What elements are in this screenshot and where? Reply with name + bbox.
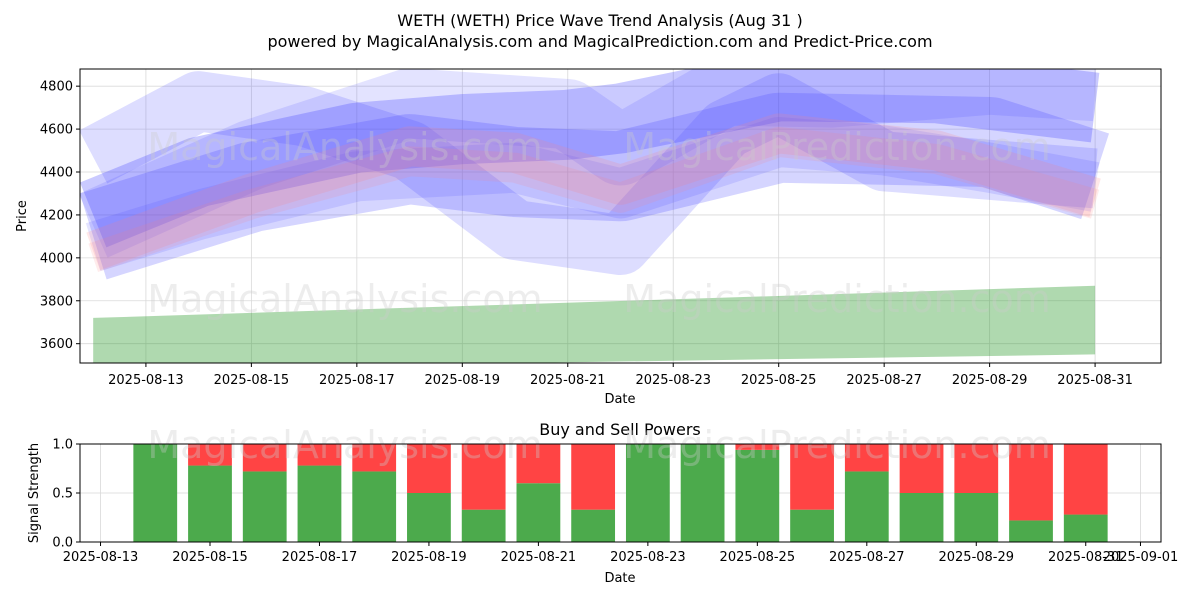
- signal-xtick-label: 2025-08-17: [282, 550, 358, 565]
- sell-bar: [954, 444, 999, 493]
- signal-xtick-label: 2025-08-23: [610, 550, 686, 565]
- buy-bar: [297, 465, 342, 542]
- sell-bar: [899, 444, 944, 493]
- price-xtick-label: 2025-08-23: [635, 373, 711, 388]
- sell-bar: [242, 444, 287, 472]
- price-xtick-label: 2025-08-21: [530, 373, 606, 388]
- price-ytick-label: 4200: [40, 208, 73, 223]
- price-ytick-label: 4400: [40, 166, 73, 181]
- signal-xtick-label: 2025-08-15: [172, 550, 248, 565]
- buy-bar: [680, 444, 725, 542]
- signal-xtick-label: 2025-08-19: [391, 550, 467, 565]
- signal-xtick-label: 2025-08-25: [720, 550, 796, 565]
- signal-xtick-label: 2025-08-13: [63, 550, 139, 565]
- sell-bar: [1063, 444, 1108, 515]
- sell-bar: [407, 444, 451, 493]
- buy-bar: [844, 471, 889, 542]
- price-xtick-label: 2025-08-17: [319, 373, 395, 388]
- wave-band-pink-b: [88, 127, 1100, 273]
- signal-xtick-label: 2025-08-21: [501, 550, 577, 565]
- buy-bar: [352, 471, 397, 542]
- buy-bar: [1063, 514, 1108, 542]
- watermark-prediction-top: MagicalPrediction.com: [623, 125, 1051, 169]
- chart-subtitle: powered by MagicalAnalysis.com and Magic…: [267, 32, 932, 51]
- sell-bar: [516, 444, 561, 484]
- signal-ytick-label: 0.5: [52, 487, 73, 502]
- sell-bar: [352, 444, 397, 472]
- sell-bar: [735, 444, 780, 450]
- wave-band-wave-d: [80, 69, 1097, 258]
- sell-bar: [571, 444, 616, 510]
- price-ytick-label: 4000: [40, 251, 73, 266]
- price-axes: 3600 3800 4000 4200 4400 4600 4800 2025-08-13 20…: [40, 80, 1133, 388]
- signal-axes: 0.0 0.5 1.0 2025-08-13 2025-08-15 2025-08-17 2…: [52, 438, 1178, 566]
- price-xtick-label: 2025-08-19: [425, 373, 501, 388]
- signal-plot-area: [133, 444, 1108, 542]
- watermark-analysis-top: MagicalAnalysis.com: [147, 125, 542, 169]
- sell-bar: [844, 444, 889, 472]
- price-xtick-label: 2025-08-25: [741, 373, 817, 388]
- price-xtick-label: 2025-08-29: [952, 373, 1028, 388]
- sell-bar: [188, 444, 232, 466]
- sell-bar: [790, 444, 834, 510]
- price-grid: [80, 69, 1161, 363]
- wave-band-pink-a: [86, 113, 1101, 271]
- price-ytick-label: 3600: [40, 337, 73, 352]
- price-xtick-label: 2025-08-13: [108, 373, 184, 388]
- buy-bar: [790, 509, 834, 542]
- signal-xtick-label: 2025-08-27: [829, 550, 905, 565]
- buy-bar: [571, 509, 616, 542]
- signal-ylabel: Signal Strength: [27, 443, 42, 543]
- buy-bar: [242, 471, 287, 542]
- sell-bar: [297, 444, 342, 466]
- wave-band-wave-c: [80, 71, 1098, 275]
- watermark-prediction-bottom: MagicalPrediction.com: [623, 423, 1051, 467]
- watermark-analysis-bottom: MagicalAnalysis.com: [147, 423, 542, 467]
- wave-band-wave-e: [85, 117, 1100, 272]
- sell-bar: [461, 444, 506, 510]
- wave-band-wave-b: [80, 92, 1110, 280]
- buy-bar: [188, 465, 232, 542]
- signal-ytick-label: 1.0: [52, 438, 73, 453]
- price-plot-area: [80, 69, 1110, 363]
- sell-bar: [1009, 444, 1053, 521]
- price-ytick-label: 4600: [40, 123, 73, 138]
- price-plot-frame: [79, 68, 1162, 364]
- price-xtick-label: 2025-08-31: [1057, 373, 1133, 388]
- buy-bar: [1009, 520, 1053, 542]
- buy-bar: [954, 493, 999, 542]
- signal-xlabel: Date: [604, 571, 635, 586]
- wave-band-wave-a: [80, 69, 1100, 248]
- signal-ytick-label: 0.0: [52, 536, 73, 551]
- price-xlabel: Date: [604, 392, 635, 407]
- buy-bar: [461, 509, 506, 542]
- buy-bar: [133, 444, 178, 542]
- watermark-analysis-mid: MagicalAnalysis.com: [147, 277, 542, 321]
- buy-bar: [735, 449, 780, 542]
- price-xtick-label: 2025-08-27: [846, 373, 922, 388]
- signal-chart-title: Buy and Sell Powers: [539, 420, 701, 439]
- price-ytick-label: 3800: [40, 294, 73, 309]
- watermark-prediction-mid: MagicalPrediction.com: [623, 277, 1051, 321]
- buy-bar: [516, 483, 561, 542]
- trend-band-trend-green: [93, 285, 1096, 363]
- price-xtick-label: 2025-08-15: [214, 373, 290, 388]
- signal-xtick-label: 2025-08-29: [938, 550, 1014, 565]
- price-ytick-label: 4800: [40, 80, 73, 95]
- buy-bar: [407, 493, 451, 542]
- signal-xtick-label: 2025-09-01: [1103, 550, 1179, 565]
- buy-bar: [899, 493, 944, 542]
- chart-title: WETH (WETH) Price Wave Trend Analysis (A…: [397, 11, 802, 30]
- price-ylabel: Price: [15, 200, 30, 232]
- buy-bar: [625, 444, 670, 542]
- signal-xtick-label: 2025-08-31: [1048, 550, 1124, 565]
